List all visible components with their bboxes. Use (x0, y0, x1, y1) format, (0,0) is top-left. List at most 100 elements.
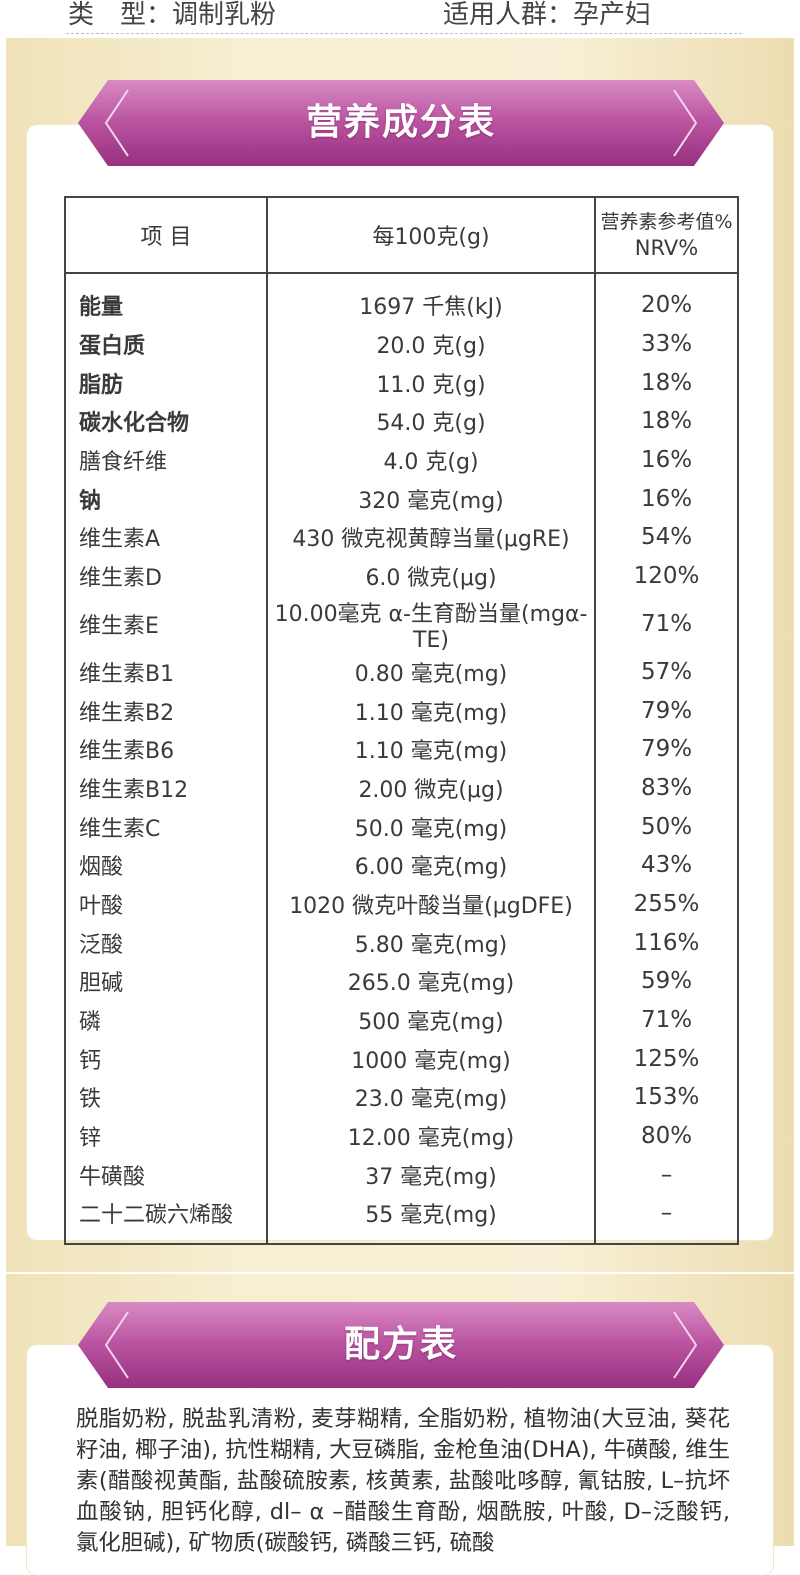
nutrient-amount: 320 毫克(mg) (267, 479, 596, 519)
table-row: 牛磺酸 37 毫克(mg) – (65, 1155, 738, 1195)
nutrient-amount: 23.0 毫克(mg) (267, 1078, 596, 1117)
nutrient-name: 脂肪 (65, 363, 268, 403)
nutrient-amount: 6.00 毫克(mg) (267, 845, 596, 885)
table-row: 烟酸 6.00 毫克(mg) 43% (65, 845, 738, 885)
nutrient-amount: 12.00 毫克(mg) (267, 1116, 596, 1156)
product-type: 类 型：调制乳粉 (68, 0, 276, 31)
nutrient-name: 维生素B6 (65, 729, 268, 769)
nutrition-title: 营养成分表 (305, 102, 496, 143)
nutrient-name: 烟酸 (65, 845, 268, 885)
nutrient-amount: 265.0 毫克(mg) (267, 962, 596, 1001)
product-audience: 适用人群：孕产妇 (443, 0, 651, 31)
table-row: 膳食纤维 4.0 克(g) 16% (65, 440, 738, 480)
header-nrv-line1: 营养素参考值% (600, 211, 733, 233)
table-row: 维生素A 430 微克视黄醇当量(μgRE) 54% (65, 518, 738, 557)
nutrient-nrv: 20% (640, 292, 693, 319)
table-row: 维生素B2 1.10 毫克(mg) 79% (65, 691, 738, 730)
header-nrv: 营养素参考值% NRV% (595, 197, 738, 274)
nutrient-nrv: 125% (633, 1045, 700, 1072)
formula-title-ribbon: 配方表 (78, 1302, 724, 1388)
nutrition-table: 项 目 每100克(g) 营养素参考值% NRV% 能量 1697 千焦(kJ) 2… (64, 196, 739, 1245)
nutrient-name: 维生素B2 (65, 691, 268, 730)
table-row: 维生素D 6.0 微克(μg) 120% (65, 556, 738, 596)
nutrient-amount: 1.10 毫克(mg) (267, 729, 596, 769)
nutrient-nrv: 33% (640, 331, 693, 358)
nutrient-name: 磷 (65, 1000, 268, 1040)
nutrient-amount: 54.0 克(g) (267, 402, 596, 441)
nutrient-amount: 10.00毫克 α-生育酚当量(mgα-TE) (267, 595, 596, 653)
nutrient-nrv: – (660, 1200, 673, 1227)
table-header-row: 项 目 每100克(g) 营养素参考值% NRV% (65, 197, 738, 274)
table-row: 蛋白质 20.0 克(g) 33% (65, 324, 738, 364)
table-row: 锌 12.00 毫克(mg) 80% (65, 1116, 738, 1156)
nutrient-amount: 5.80 毫克(mg) (267, 923, 596, 962)
product-audience-label: 适用人群： (443, 0, 574, 30)
table-row: 泛酸 5.80 毫克(mg) 116% (65, 923, 738, 962)
nutrient-nrv: 255% (633, 890, 700, 917)
nutrient-amount: 37 毫克(mg) (267, 1155, 596, 1195)
nutrient-amount: 20.0 克(g) (267, 324, 596, 364)
product-type-label: 类 型： (68, 0, 173, 30)
dashed-divider (66, 33, 742, 34)
nutrient-amount: 2.00 微克(μg) (267, 768, 596, 808)
table-row: 维生素B12 2.00 微克(μg) 83% (65, 768, 738, 808)
ribbon-shape (78, 80, 724, 166)
nutrient-amount: 1000 毫克(mg) (267, 1039, 596, 1079)
table-row: 钠 320 毫克(mg) 16% (65, 479, 738, 519)
nutrient-nrv: 16% (640, 447, 693, 474)
nutrient-name: 维生素D (65, 556, 268, 596)
product-audience-value: 孕产妇 (573, 0, 652, 30)
nutrient-nrv: 18% (640, 369, 693, 396)
nutrient-name: 维生素B1 (65, 652, 268, 692)
nutrient-name: 碳水化合物 (65, 402, 268, 441)
table-row: 维生素C 50.0 毫克(mg) 50% (65, 807, 738, 846)
nutrient-amount: 500 毫克(mg) (267, 1000, 596, 1040)
nutrient-nrv: 16% (640, 485, 693, 512)
table-row: 铁 23.0 毫克(mg) 153% (65, 1078, 738, 1117)
table-row: 二十二碳六烯酸 55 毫克(mg) – (65, 1194, 738, 1244)
nutrient-name: 维生素C (65, 807, 268, 846)
nutrient-nrv: – (660, 1161, 673, 1188)
nutrient-name: 膳食纤维 (65, 440, 268, 480)
table-row: 脂肪 11.0 克(g) 18% (65, 363, 738, 403)
nutrient-amount: 6.0 微克(μg) (267, 556, 596, 596)
nutrient-name: 牛磺酸 (65, 1155, 268, 1195)
header-nrv-line2: NRV% (634, 236, 699, 260)
nutrient-amount: 0.80 毫克(mg) (267, 652, 596, 692)
nutrient-amount: 1697 千焦(kJ) (267, 273, 596, 325)
table-row: 维生素E 10.00毫克 α-生育酚当量(mgα-TE) 71% (65, 595, 738, 653)
nutrient-name: 钠 (65, 479, 268, 519)
nutrient-name: 锌 (65, 1116, 268, 1156)
nutrient-name: 二十二碳六烯酸 (65, 1194, 268, 1244)
nutrient-nrv: 57% (640, 658, 693, 685)
table-row: 磷 500 毫克(mg) 71% (65, 1000, 738, 1040)
nutrient-name: 能量 (65, 273, 268, 325)
nutrient-amount: 11.0 克(g) (267, 363, 596, 403)
nutrient-name: 维生素A (65, 518, 268, 557)
nutrient-amount: 4.0 克(g) (267, 440, 596, 480)
nutrient-nrv: 43% (640, 852, 693, 879)
header-per100: 每100克(g) (267, 197, 596, 274)
nutrient-nrv: 71% (640, 611, 693, 637)
table-row: 维生素B6 1.10 毫克(mg) 79% (65, 729, 738, 769)
nutrient-nrv: 153% (633, 1084, 700, 1111)
nutrient-name: 胆碱 (65, 962, 268, 1001)
nutrient-nrv: 80% (640, 1123, 693, 1150)
table-row: 钙 1000 毫克(mg) 125% (65, 1039, 738, 1079)
nutrient-amount: 55 毫克(mg) (267, 1194, 596, 1244)
nutrient-nrv: 116% (633, 929, 700, 956)
product-meta-strip: 类 型：调制乳粉 适用人群：孕产妇 (0, 0, 800, 38)
header-item: 项 目 (65, 197, 268, 274)
product-type-value: 调制乳粉 (172, 0, 277, 30)
nutrient-name: 钙 (65, 1039, 268, 1079)
nutrient-name: 维生素B12 (65, 768, 268, 808)
nutrient-nrv: 50% (640, 813, 693, 840)
nutrient-name: 泛酸 (65, 923, 268, 962)
nutrient-name: 维生素E (65, 595, 268, 653)
nutrient-nrv: 120% (633, 563, 700, 590)
nutrient-nrv: 79% (640, 697, 693, 724)
nutrient-nrv: 71% (640, 1007, 693, 1034)
formula-title: 配方表 (343, 1324, 458, 1365)
nutrient-name: 蛋白质 (65, 324, 268, 364)
nutrient-nrv: 54% (640, 524, 693, 551)
